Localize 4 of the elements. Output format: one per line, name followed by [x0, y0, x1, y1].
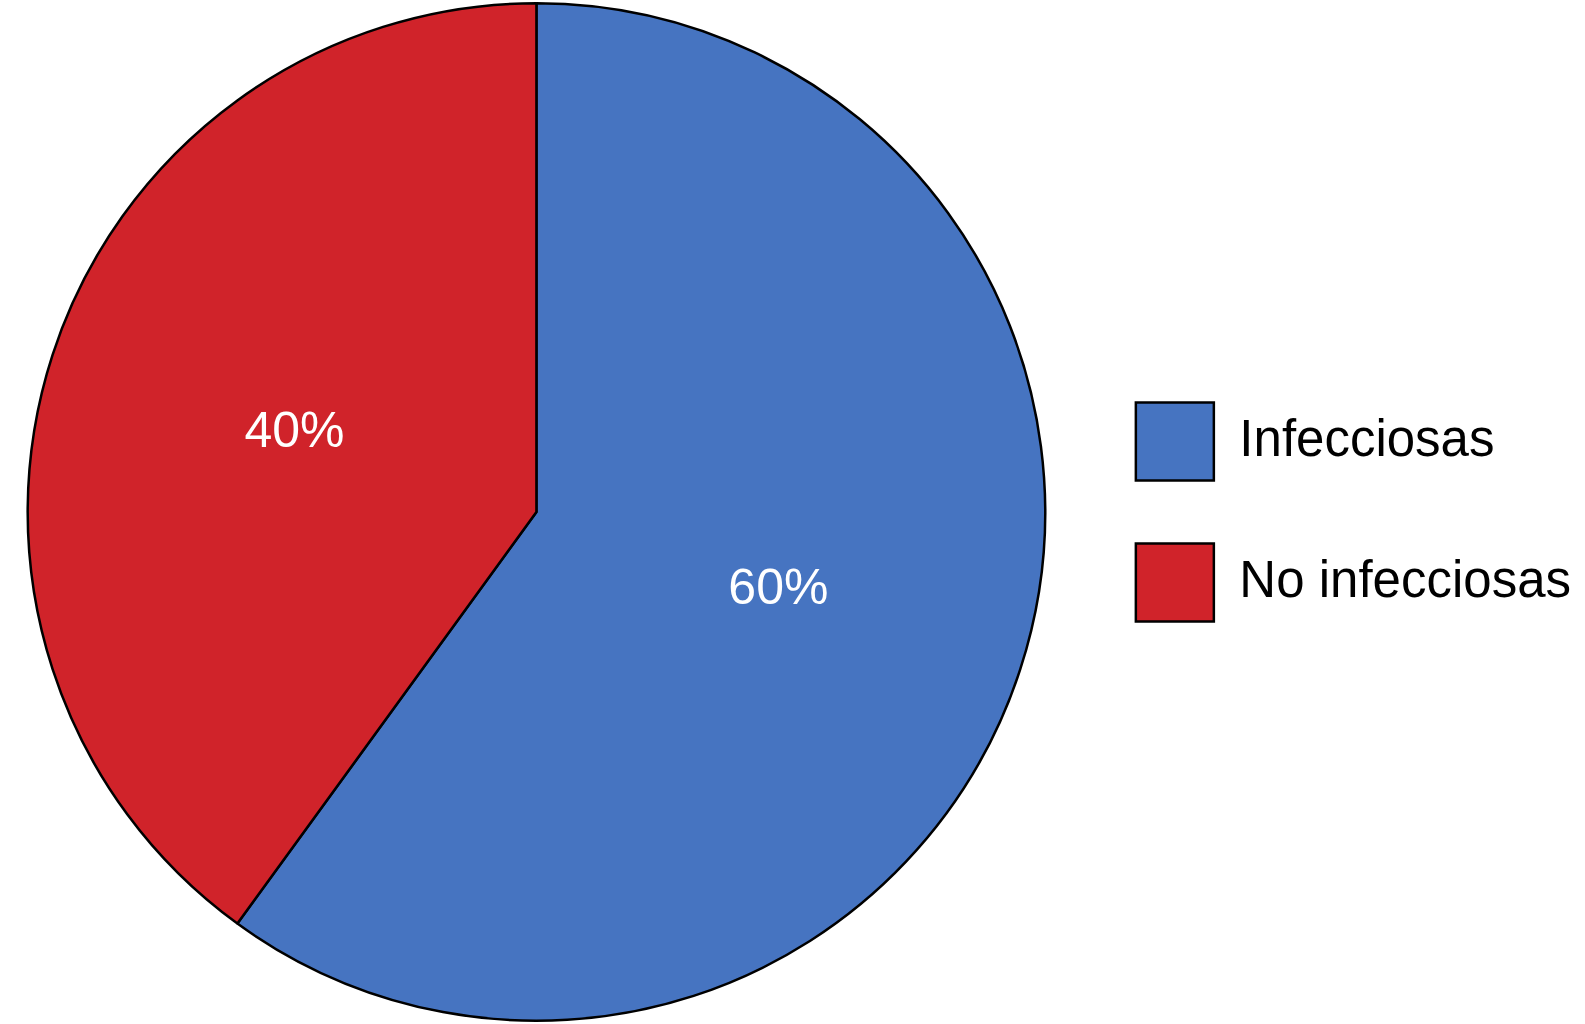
data-label: 40%	[244, 402, 345, 459]
legend-label: No infecciosas	[1239, 550, 1572, 608]
legend-label: Infecciosas	[1239, 409, 1495, 467]
data-label: 60%	[728, 559, 829, 616]
